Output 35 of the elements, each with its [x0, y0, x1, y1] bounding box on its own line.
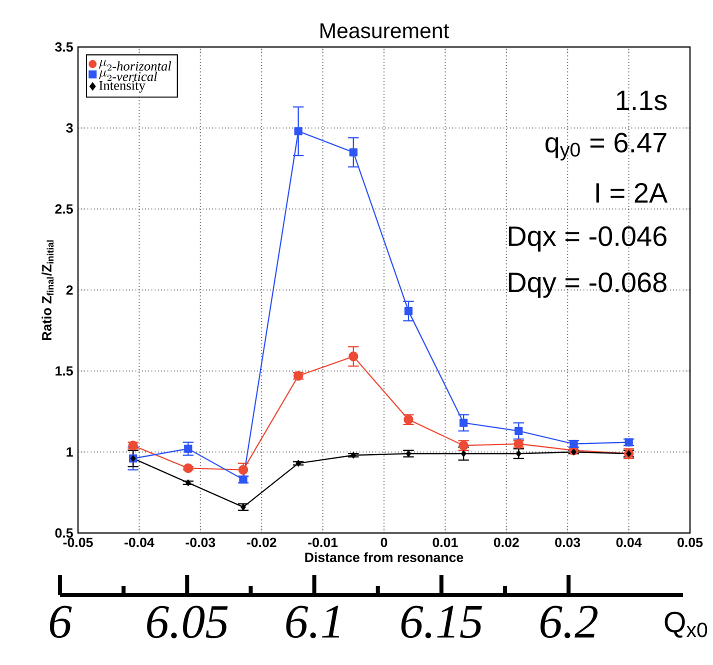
- y-tick-label: 0.5: [55, 528, 73, 538]
- legend-label: $\mu_{2\textit{-horizontal}}$: [99, 60, 172, 71]
- x-tick-label: -0.05: [63, 538, 93, 548]
- y-tick-label: 3: [66, 123, 73, 133]
- annotation: I = 2A: [596, 183, 668, 203]
- x2-axis-title: Q$_{x0}$: [664, 612, 708, 638]
- x-tick-label: -0.03: [186, 538, 216, 548]
- x2-tick-label: 6.05: [147, 606, 228, 638]
- x2-tick-label: 6.1: [286, 606, 340, 638]
- annotation: 1.1s: [616, 90, 667, 110]
- y-tick-label: 1: [66, 447, 73, 457]
- x-tick-label: -0.01: [308, 538, 338, 548]
- y-tick-label: 2: [66, 285, 73, 295]
- legend-label: Intensity: [99, 80, 146, 93]
- annotation: q$_{y0}$ = 6.47: [546, 132, 666, 161]
- y-tick-label: 3.5: [55, 42, 73, 52]
- x-tick-label: 0.04: [616, 538, 642, 548]
- y-axis-title: Ratio Z$_{final}$/Z$_{initial}$: [42, 240, 54, 340]
- legend-label: $\mu_{2\textit{-vertical}}$: [99, 70, 157, 82]
- y-tick-label: 2.5: [55, 204, 73, 214]
- x-tick-label: 0.02: [494, 538, 519, 548]
- x-tick-label: 0.01: [432, 538, 458, 548]
- x2-tick-label: 6.15: [401, 606, 482, 638]
- x2-tick-label: 6.2: [540, 606, 598, 638]
- x-tick-label: 0.05: [678, 538, 703, 548]
- annotation: Dqx = -0.046: [508, 226, 666, 252]
- x-axis-title: Distance from resonance: [305, 552, 464, 562]
- y-tick-label: 1.5: [56, 366, 73, 376]
- x-tick-label: 0.03: [555, 538, 580, 548]
- chart-title: Measurement: [320, 23, 450, 38]
- x-tick-label: 0: [380, 538, 388, 548]
- annotation: Dqy = -0.068: [508, 272, 666, 298]
- x-tick-label: -0.04: [124, 538, 154, 548]
- x2-tick-label: 6: [50, 606, 72, 638]
- x-tick-label: -0.02: [246, 538, 276, 548]
